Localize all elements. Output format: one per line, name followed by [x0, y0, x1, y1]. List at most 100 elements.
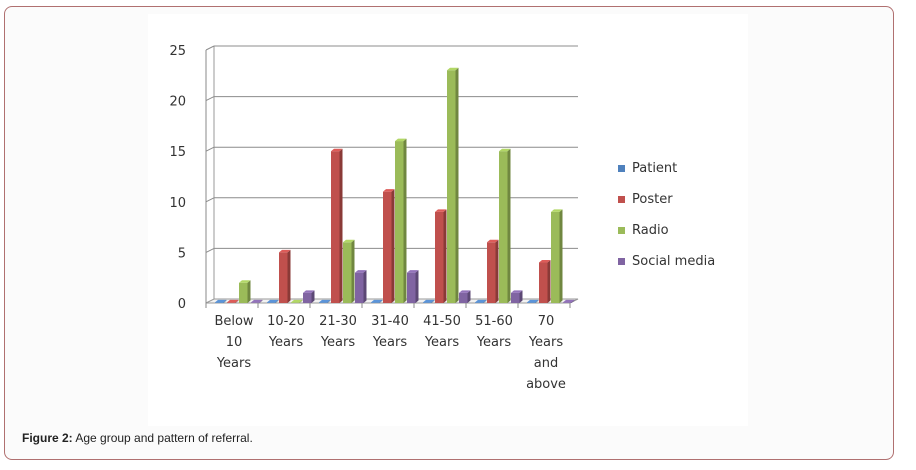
bar-top	[291, 299, 303, 303]
x-tick-label: Years	[476, 335, 512, 350]
legend-label: Patient	[632, 161, 677, 176]
x-tick-label: Years	[528, 335, 564, 350]
caption-text: Age group and pattern of referral.	[72, 431, 253, 445]
bar-top	[371, 299, 383, 303]
bar-top	[239, 280, 251, 283]
bar	[511, 292, 520, 303]
bar-side	[327, 299, 331, 303]
bar-side	[351, 239, 355, 303]
bar-side	[535, 299, 539, 303]
bar-top	[383, 189, 395, 192]
bar-side	[483, 299, 487, 303]
bar-side	[223, 299, 227, 303]
bar-top	[279, 249, 291, 253]
bar-side	[455, 67, 459, 303]
bar-top	[499, 148, 511, 152]
bar	[251, 302, 260, 303]
bar-top	[331, 148, 343, 152]
legend-label: Social media	[632, 254, 715, 269]
bar-top	[435, 209, 447, 212]
gridline-depth	[205, 45, 215, 51]
bar-top	[355, 270, 367, 273]
bar	[447, 70, 456, 303]
bar-side	[431, 299, 435, 303]
caption-label: Figure 2:	[22, 431, 73, 445]
bar-side	[363, 270, 367, 303]
bar-top	[407, 270, 419, 273]
x-tick-label: above	[526, 377, 566, 392]
bar	[435, 211, 444, 303]
bar-side	[559, 209, 563, 303]
bar-side	[287, 249, 291, 303]
bar-top	[475, 299, 487, 303]
x-tick-label: Years	[372, 335, 408, 350]
bar	[527, 302, 536, 303]
bar	[563, 302, 572, 303]
bar-chart: 0 5 10 15 20 25 Below 10 Years 10-20 Years 21-30 Yea…	[169, 44, 715, 392]
bar-top	[227, 299, 239, 303]
bar	[499, 151, 508, 303]
legend-label: Poster	[632, 192, 673, 207]
bar-top	[563, 299, 575, 303]
bar-side	[547, 260, 551, 303]
bar	[475, 302, 484, 303]
bar	[487, 242, 496, 303]
y-tick-label: 25	[169, 44, 186, 59]
bar	[239, 282, 248, 303]
bar-side	[339, 148, 343, 303]
y-tick-label: 10	[169, 196, 186, 211]
legend-swatch	[618, 227, 625, 234]
bar	[551, 211, 560, 303]
bar-side	[259, 299, 263, 303]
bar-top	[303, 290, 315, 293]
bar-top	[423, 299, 435, 303]
bar-side	[571, 299, 575, 303]
bar	[267, 302, 276, 303]
bar	[303, 292, 312, 303]
bar-top	[459, 290, 471, 293]
x-tick-label: and	[534, 356, 558, 371]
x-tick-label: Years	[424, 335, 460, 350]
bar-side	[467, 290, 471, 303]
bar-side	[519, 290, 523, 303]
chart-area: 0 5 10 15 20 25 Below 10 Years 10-20 Years 21-30 Yea…	[148, 14, 748, 426]
bar-side	[311, 290, 315, 303]
bar	[343, 242, 352, 303]
legend-swatch	[618, 258, 625, 265]
bar-side	[275, 299, 279, 303]
bar-top	[539, 260, 551, 263]
y-tick-label: 0	[178, 297, 186, 312]
figure-caption: Figure 2: Age group and pattern of refer…	[22, 431, 253, 445]
x-tick-label: 10	[226, 335, 243, 350]
x-tick-label: Years	[216, 356, 252, 371]
x-tick-label: 31-40	[371, 314, 409, 329]
gridline-depth	[205, 247, 215, 253]
bar	[215, 302, 224, 303]
bar	[383, 191, 392, 303]
bar-side	[247, 280, 251, 303]
legend-label: Radio	[632, 223, 669, 238]
x-tick-label: Years	[268, 335, 304, 350]
bar	[459, 292, 468, 303]
bar	[279, 252, 288, 303]
bar-side	[415, 270, 419, 303]
bar-top	[395, 138, 407, 142]
bar	[331, 151, 340, 303]
x-tick-label: 51-60	[475, 314, 513, 329]
bar	[319, 302, 328, 303]
bar-top	[215, 299, 227, 303]
bar-top	[511, 290, 523, 293]
y-tick-label: 20	[169, 95, 186, 110]
bar	[395, 141, 404, 303]
bar	[291, 302, 300, 303]
y-tick-label: 5	[178, 246, 186, 261]
x-tick-label: Below	[214, 314, 253, 329]
bar-side	[495, 239, 499, 303]
bar	[227, 302, 236, 303]
bar-side	[391, 189, 395, 303]
x-tick-label: 41-50	[423, 314, 461, 329]
bar-side	[379, 299, 383, 303]
bar-side	[235, 299, 239, 303]
bar	[423, 302, 432, 303]
bar-top	[251, 299, 263, 303]
